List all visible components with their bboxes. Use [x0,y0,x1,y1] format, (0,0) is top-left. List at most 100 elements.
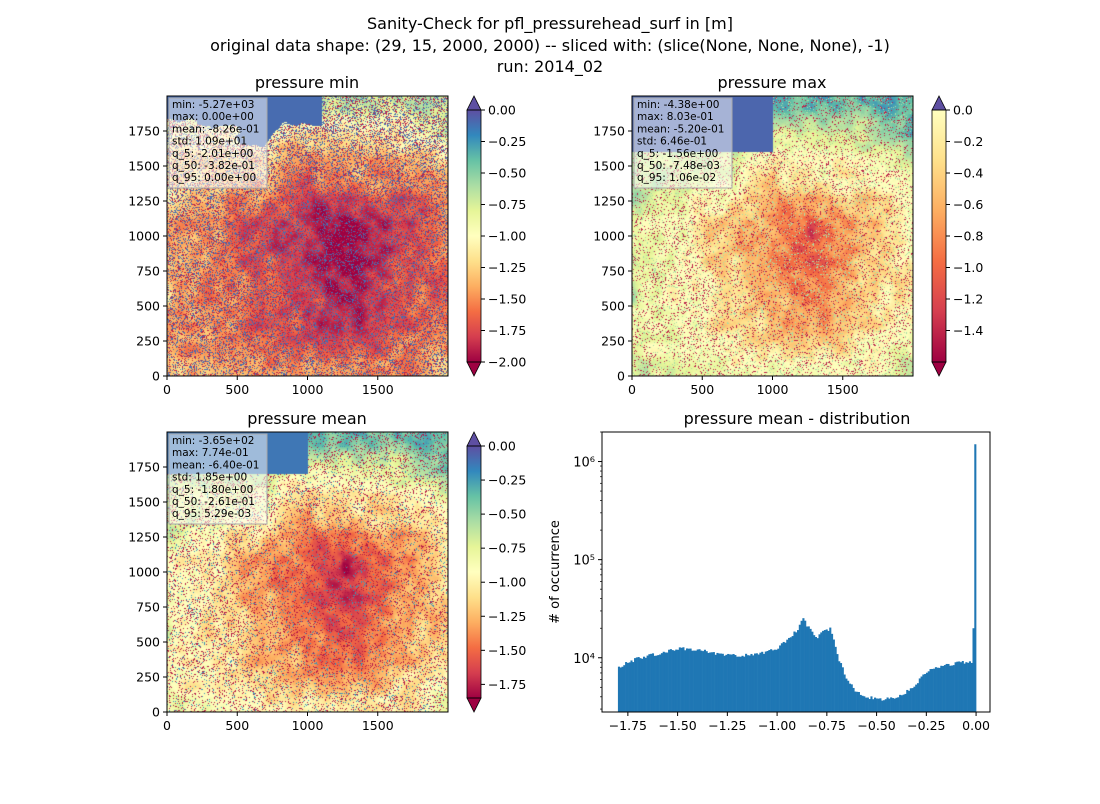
histogram-bar [639,658,642,712]
histogram-bar [685,648,689,712]
y-tick-label: 1500 [128,159,160,174]
histogram-bar [906,689,909,712]
y-tick-label: 500 [136,299,160,314]
histogram-bar [965,662,968,712]
colorbar-tick-label: −0.50 [488,166,526,181]
histogram-bar [770,649,773,712]
colorbar-tick-label: −0.4 [953,166,983,181]
histogram-bar [712,652,715,712]
histogram-bar [847,680,850,712]
histogram-bar [754,653,757,712]
histogram-bar [848,683,852,712]
histogram-bar [895,697,898,712]
colorbar-tick-label: −1.00 [488,229,526,244]
histogram-bar [802,618,805,712]
histogram-bar [916,683,920,712]
heatmap-pressure-max: 0 500 1000 1500 0 250 500 750 1000 1250 1500 1750 mi… [593,95,983,397]
histogram-bar [630,660,633,712]
histogram-bar [829,627,832,712]
figure-title: Sanity-Check for pfl_pressurehead_surf i… [210,14,890,77]
histogram-bar [951,665,954,712]
histogram-bar [866,697,869,712]
colorbar-frame [466,445,482,699]
histogram-bar [925,672,929,712]
histogram-bar [827,630,830,712]
colorbar-tick-label: −0.75 [488,541,526,556]
title-line-3: run: 2014_02 [497,57,603,77]
histogram-bar [963,663,966,712]
histogram-bar [940,665,943,712]
histogram-bar [626,662,629,712]
histogram-bar [877,698,880,712]
colorbar-tick-label: −1.0 [953,260,983,275]
stats-line: max: 0.00e+00 [172,111,254,123]
histogram-bar [668,649,671,712]
x-tick-label: −0.75 [808,718,846,733]
colorbar-tick-label: −1.50 [488,643,526,658]
histogram-bar [881,700,884,712]
histogram-bar [942,666,945,712]
colorbar-tick-label: −1.50 [488,292,526,307]
x-tick-label: 1500 [362,718,394,733]
colorbar-tick-label: −0.25 [488,473,526,488]
histogram-bar [868,699,871,712]
y-tick-label: 10⁴ [573,652,595,667]
histogram-bar [678,647,681,712]
histogram-bar [908,690,911,712]
histogram-bar [879,698,882,712]
y-tick-label: 1250 [593,194,625,209]
histogram-bar [671,650,674,712]
y-tick-label: 1750 [593,124,625,139]
y-tick-label: 1000 [128,229,160,244]
stats-line: std: 1.85e+00 [172,472,247,484]
histogram-bar [755,653,758,712]
histogram-bar [694,650,698,712]
stats-line: q_5: -1.56e+00 [637,148,718,160]
histogram-bar [730,654,733,712]
histogram-bar [818,634,821,712]
histogram-bar [796,630,800,712]
y-tick-label: 1750 [128,460,160,475]
colorbar: 0.0 −0.2 −0.4 −0.6 −0.8 −1.0 −1.2 −1.4 [931,95,983,377]
histogram-bar [924,674,927,712]
y-tick-label: 1250 [128,194,160,209]
histogram-bar [711,652,714,712]
histogram-bar [716,652,719,712]
stats-line: mean: -8.26e-01 [172,123,259,135]
stats-box-background [168,433,268,525]
histogram-bar [954,662,957,712]
y-tick-label: 750 [136,264,160,279]
histogram-bar [771,650,775,712]
colorbar-tick-label: −0.25 [488,134,526,149]
histogram-bar [761,651,764,712]
x-tick-label: 1000 [292,718,324,733]
histogram-bar [902,694,905,712]
histogram-bar [822,630,825,712]
y-tick-label: 250 [136,670,160,685]
histogram-bar [650,653,653,712]
histogram-bar [662,651,665,712]
histogram-bar [628,662,631,712]
histogram-bar [890,697,893,712]
histogram-bar [893,698,896,712]
histogram-bar [779,645,782,712]
histogram-bar [832,639,835,712]
stats-box-background [168,97,268,189]
colorbar-extend-top [466,95,482,111]
y-tick-label: 1500 [128,495,160,510]
histogram-bar [891,698,894,712]
histogram-bar [782,641,785,712]
histogram-bar [949,665,952,712]
histogram-bar [918,678,921,712]
title-line-1: Sanity-Check for pfl_pressurehead_surf i… [367,14,733,34]
colorbar-tick-label: −1.00 [488,575,526,590]
y-tick-label: 10⁵ [573,554,595,569]
histogram-bar [947,663,950,712]
histogram-bar [725,654,728,712]
x-tick-label: −0.25 [907,718,945,733]
histogram-bar [741,655,744,712]
colorbar-gradient [467,110,481,362]
histogram-bar [811,631,814,712]
stats-line: mean: -5.20e-01 [637,123,724,135]
